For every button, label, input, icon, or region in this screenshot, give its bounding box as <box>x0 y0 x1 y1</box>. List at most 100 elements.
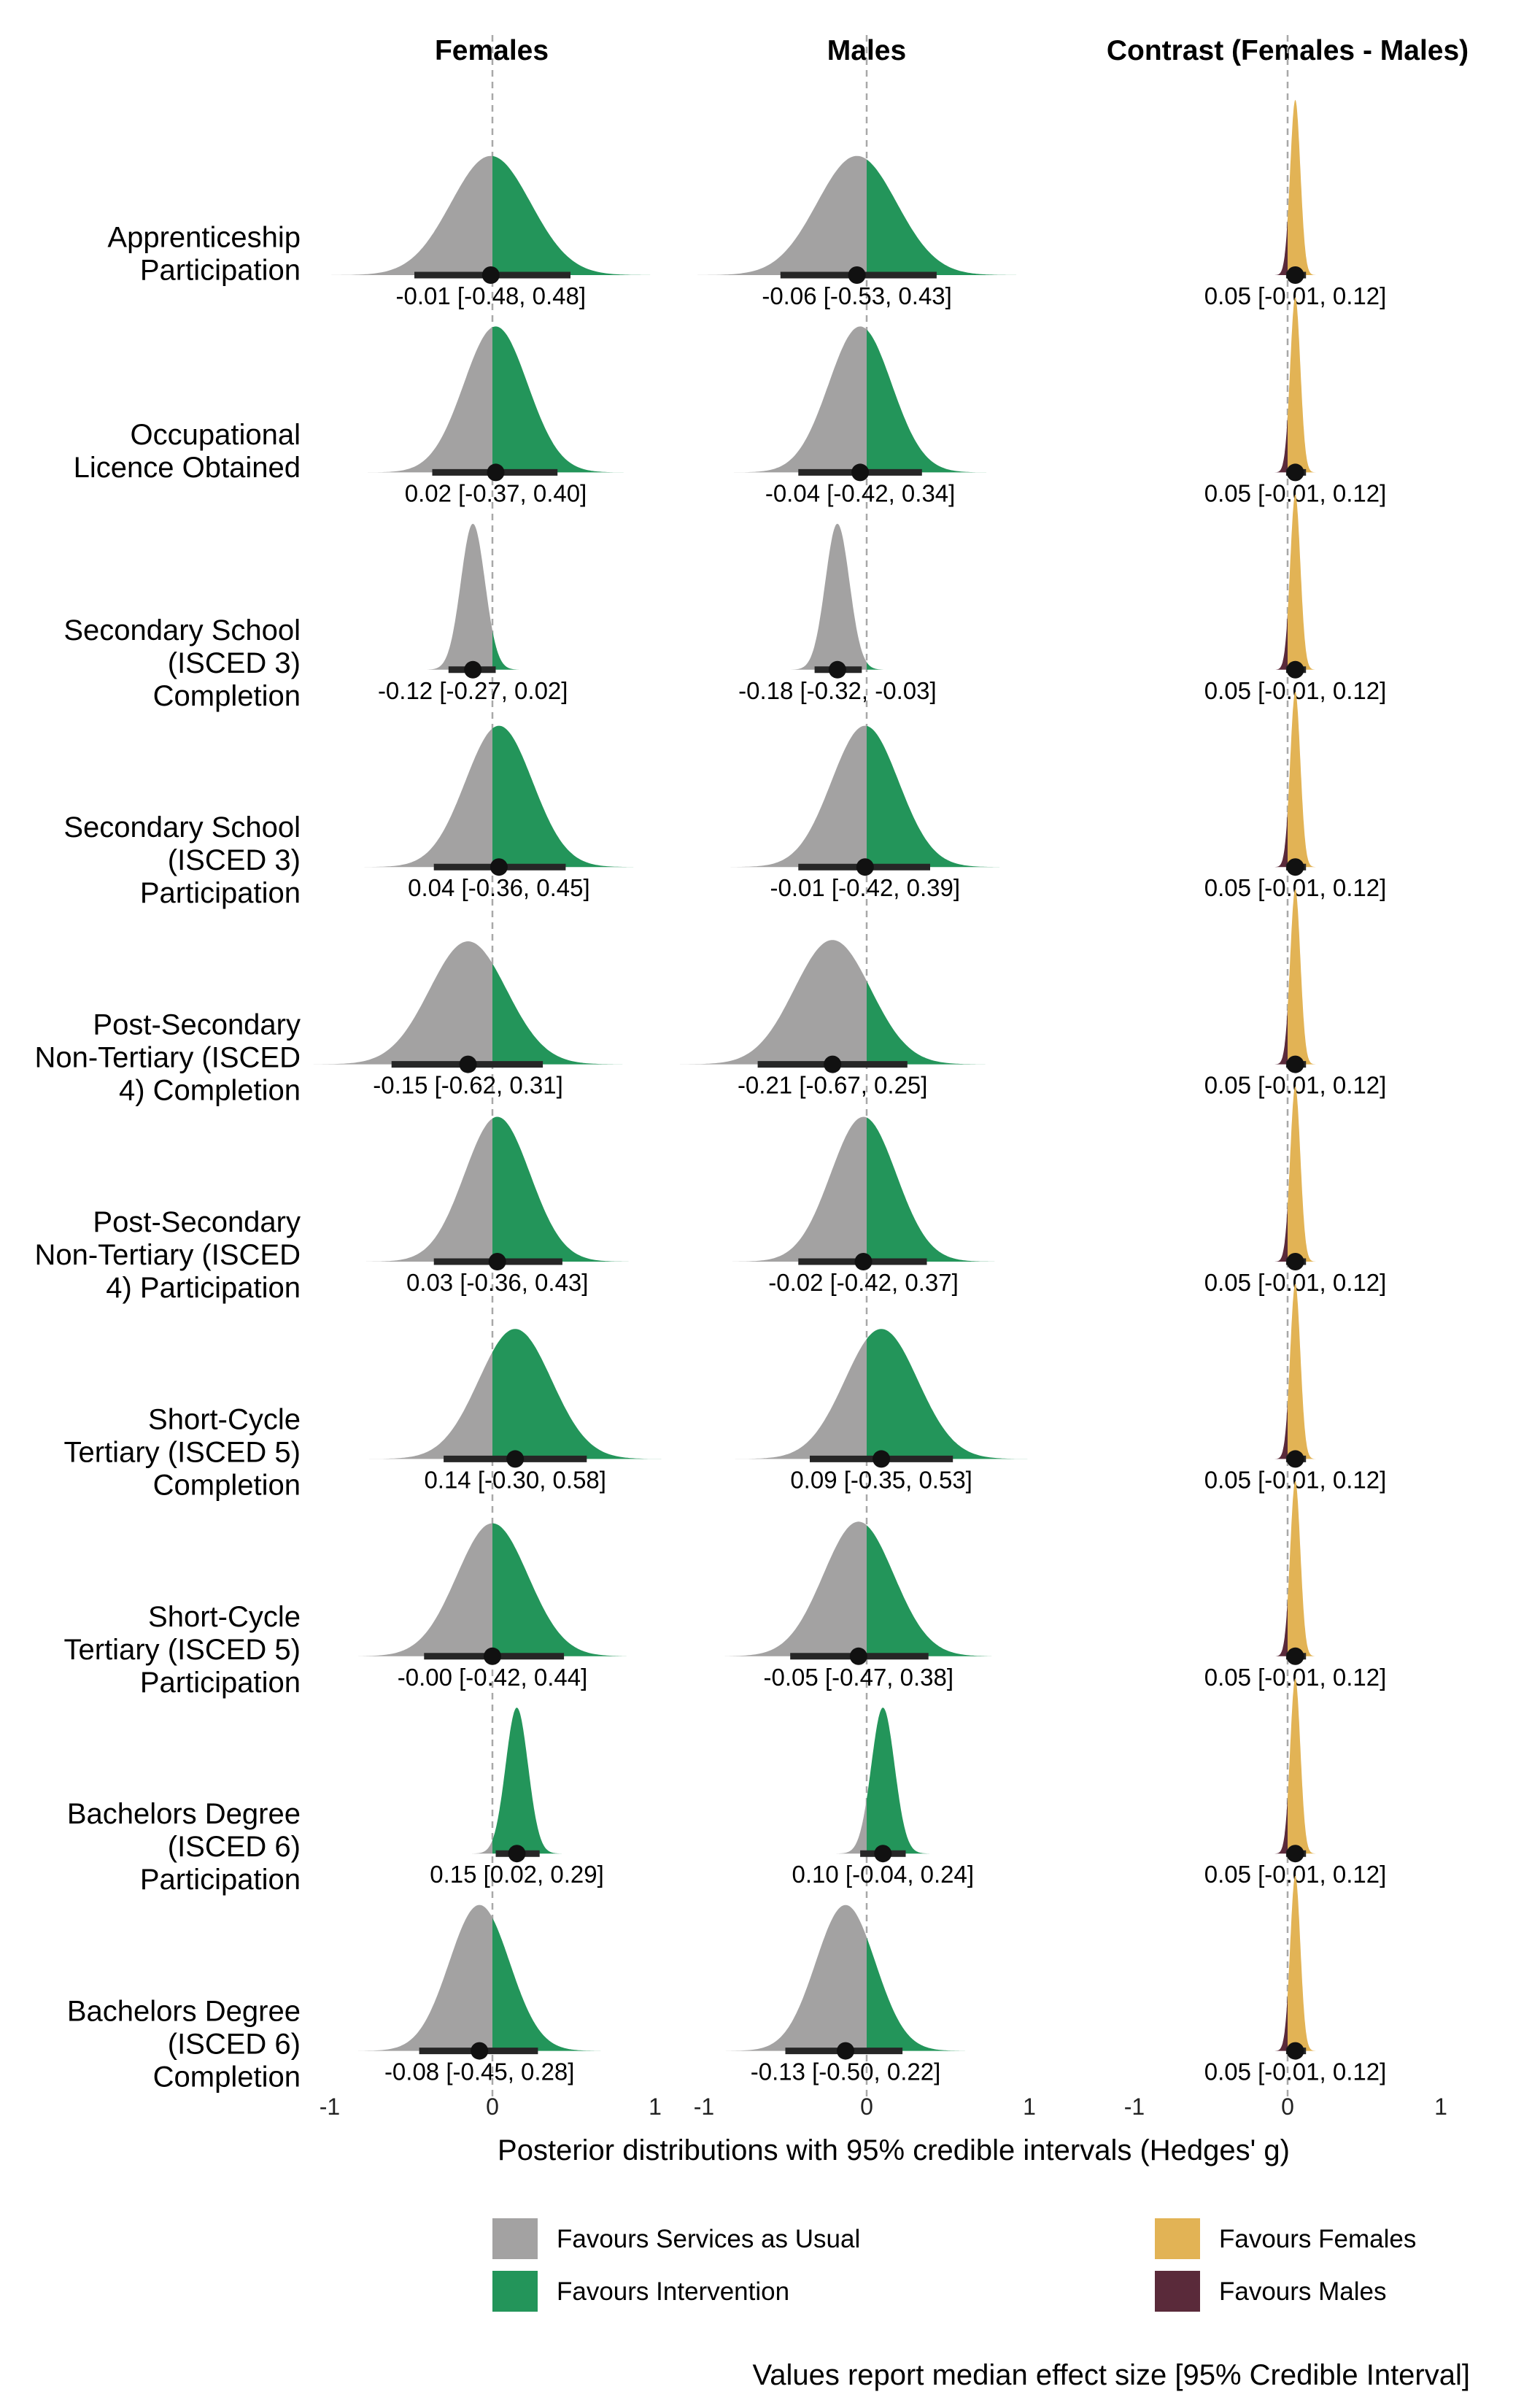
ci-label-males: -0.21 [-0.67, 0.25] <box>738 1072 928 1099</box>
row-label-line: Participation <box>140 877 301 909</box>
density-males-positive <box>867 662 886 670</box>
row-label: Bachelors Degree (ISCED 6) Completion <box>67 1996 301 2094</box>
legend-swatch <box>1155 2218 1200 2259</box>
ci-label-males: -0.13 [-0.50, 0.22] <box>751 2058 941 2085</box>
density-females-positive <box>492 326 624 473</box>
row-label-line: Participation <box>140 1864 301 1896</box>
density-males-positive <box>867 1707 929 1854</box>
row-label-line: Participation <box>140 255 301 287</box>
x-tick-label-contrast: 1 <box>1434 2094 1447 2120</box>
median-point-contrast <box>1286 1450 1304 1468</box>
density-contrast-positive <box>1288 100 1316 275</box>
x-tick-label-contrast: -1 <box>1124 2094 1145 2120</box>
row-label-line: Participation <box>140 1667 301 1699</box>
ci-label-females: 0.15 [0.02, 0.29] <box>430 1861 604 1888</box>
density-contrast-positive <box>1288 692 1316 868</box>
ci-label-contrast: 0.05 [-0.01, 0.12] <box>1204 2058 1387 2085</box>
median-point-males <box>849 1647 867 1665</box>
legend-label: Favours Males <box>1219 2277 1387 2306</box>
median-point-males <box>873 1450 891 1468</box>
row-label-line: (ISCED 6) <box>168 2029 301 2061</box>
row-label: Occupational Licence Obtained <box>74 419 301 484</box>
density-males-negative <box>732 1116 867 1262</box>
median-point-males <box>854 1253 873 1270</box>
legend-label: Favours Services as Usual <box>557 2225 860 2253</box>
row-label: Apprenticeship Participation <box>107 222 301 287</box>
density-males-negative <box>735 1339 867 1459</box>
density-females-negative <box>368 327 492 473</box>
outcome-row: Short-Cycle Tertiary (ISCED 5) Completion 0… <box>64 1284 1386 1501</box>
x-axes: -1 0 1 -1 0 1 -1 0 1 <box>320 2094 1447 2120</box>
density-males-negative <box>726 1905 867 2051</box>
panel-titles: Females Males Contrast (Females - Males) <box>435 35 1469 66</box>
legend-swatch <box>1155 2271 1200 2312</box>
row-label-line: Secondary School <box>63 614 301 647</box>
row-label: Post-Secondary Non-Tertiary (ISCED 4) Comp… <box>34 1009 301 1107</box>
x-tick-label-males: 0 <box>860 2094 873 2120</box>
row-label: Secondary School (ISCED 3) Completion <box>63 614 301 712</box>
density-females-negative <box>425 523 492 670</box>
footnote: Values report median effect size [95% Cr… <box>753 2359 1470 2391</box>
median-point-males <box>837 2042 854 2060</box>
median-point-males <box>874 1845 892 1863</box>
row-label-line: Non-Tertiary (ISCED <box>34 1239 301 1271</box>
ci-label-males: 0.10 [-0.04, 0.24] <box>792 1861 975 1888</box>
ci-label-males: -0.18 [-0.32, -0.03] <box>738 677 937 704</box>
density-males-positive <box>867 159 1017 275</box>
outcome-row: Occupational Licence Obtained 0.02 [-0.37,… <box>74 297 1386 506</box>
row-label: Post-Secondary Non-Tertiary (ISCED 4) Part… <box>34 1206 301 1304</box>
row-label-line: (ISCED 6) <box>168 1831 301 1863</box>
median-point-females <box>488 1253 506 1270</box>
row-label-line: 4) Completion <box>119 1075 301 1107</box>
outcome-row: Secondary School (ISCED 3) Participation 0.… <box>63 692 1386 909</box>
density-contrast-positive <box>1288 297 1316 473</box>
density-females-negative <box>364 728 492 868</box>
density-contrast-negative <box>1274 1008 1288 1065</box>
density-males-negative <box>734 326 867 473</box>
row-label-line: Tertiary (ISCED 5) <box>64 1634 301 1666</box>
density-contrast-positive <box>1288 889 1316 1065</box>
median-point-contrast <box>1286 1253 1304 1270</box>
x-tick-label-males: 1 <box>1023 2094 1036 2120</box>
legend: Favours Services as Usual Favours Interve… <box>492 2218 1416 2312</box>
legend-swatch <box>492 2218 538 2259</box>
row-label-line: Licence Obtained <box>74 452 301 484</box>
ci-label-males: -0.06 [-0.53, 0.43] <box>762 282 952 309</box>
median-point-males <box>851 463 870 482</box>
row-label-line: Post-Secondary <box>93 1206 301 1238</box>
median-point-females <box>484 1647 501 1665</box>
density-females-positive <box>492 725 634 868</box>
median-point-females <box>487 463 505 482</box>
density-females-positive <box>492 1116 629 1262</box>
outcome-rows: Apprenticeship Participation-0.01 [-0.48,… <box>34 100 1386 2094</box>
row-label-line: Occupational <box>131 419 301 451</box>
density-contrast-negative <box>1274 1599 1288 1656</box>
row-label: Secondary School (ISCED 3) Participation <box>63 811 301 909</box>
x-tick-label-females: -1 <box>320 2094 340 2120</box>
row-label-line: 4) Participation <box>106 1272 301 1304</box>
density-males-negative <box>730 725 867 868</box>
density-males-positive <box>867 1937 965 2051</box>
row-label-line: Bachelors Degree <box>67 1996 301 2028</box>
density-males-negative <box>836 1799 867 1854</box>
density-contrast-positive <box>1288 1875 1316 2051</box>
density-contrast-negative <box>1274 1402 1288 1459</box>
outcome-row: Apprenticeship Participation -0.01 [-0.48,… <box>107 100 1386 309</box>
legend-label: Favours Females <box>1219 2225 1416 2253</box>
density-females-negative <box>349 1523 492 1656</box>
ci-label-females: -0.00 [-0.42, 0.44] <box>398 1664 588 1691</box>
median-point-females <box>459 1055 477 1073</box>
density-males-positive <box>867 329 986 473</box>
median-point-females <box>490 858 508 876</box>
row-label-line: Completion <box>153 680 301 712</box>
row-label-line: Post-Secondary <box>93 1009 301 1041</box>
row-label: Bachelors Degree (ISCED 6) Participation <box>67 1798 301 1896</box>
median-point-females <box>481 266 500 284</box>
row-label-line: Short-Cycle <box>148 1403 301 1435</box>
density-contrast-negative <box>1274 613 1288 670</box>
row-label-line: Completion <box>153 2061 301 2094</box>
density-males-negative <box>697 155 867 275</box>
outcome-row: Secondary School (ISCED 3) Completion -0.12… <box>63 494 1386 712</box>
row-label-line: (ISCED 3) <box>168 844 301 876</box>
density-males-positive <box>867 725 1000 868</box>
